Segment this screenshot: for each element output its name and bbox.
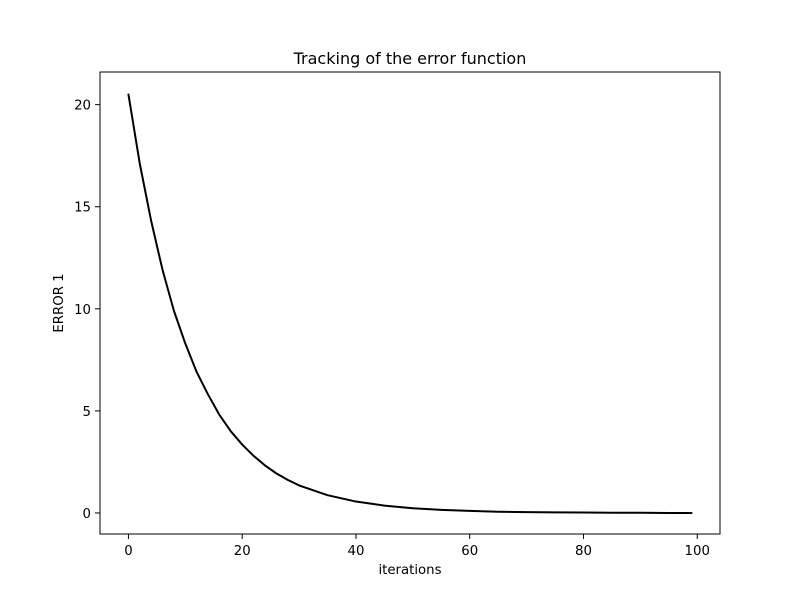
x-axis-label: iterations	[378, 563, 441, 578]
x-tick-label: 0	[124, 544, 132, 559]
y-tick-label: 0	[83, 507, 91, 522]
y-axis-label: ERROR 1	[52, 273, 67, 332]
y-tick-label: 5	[83, 405, 91, 420]
y-tick-label: 20	[74, 99, 91, 114]
x-tick-label: 40	[348, 544, 365, 559]
y-tick-label: 10	[74, 303, 91, 318]
series-line-0	[127, 93, 693, 514]
x-tick-label: 20	[234, 544, 251, 559]
x-tick-label: 100	[685, 544, 710, 559]
x-tick-label: 80	[575, 544, 592, 559]
plot-frame	[99, 71, 721, 535]
y-tick-label: 15	[74, 201, 91, 216]
x-tick-label: 60	[461, 544, 478, 559]
chart-title: Tracking of the error function	[293, 49, 527, 68]
